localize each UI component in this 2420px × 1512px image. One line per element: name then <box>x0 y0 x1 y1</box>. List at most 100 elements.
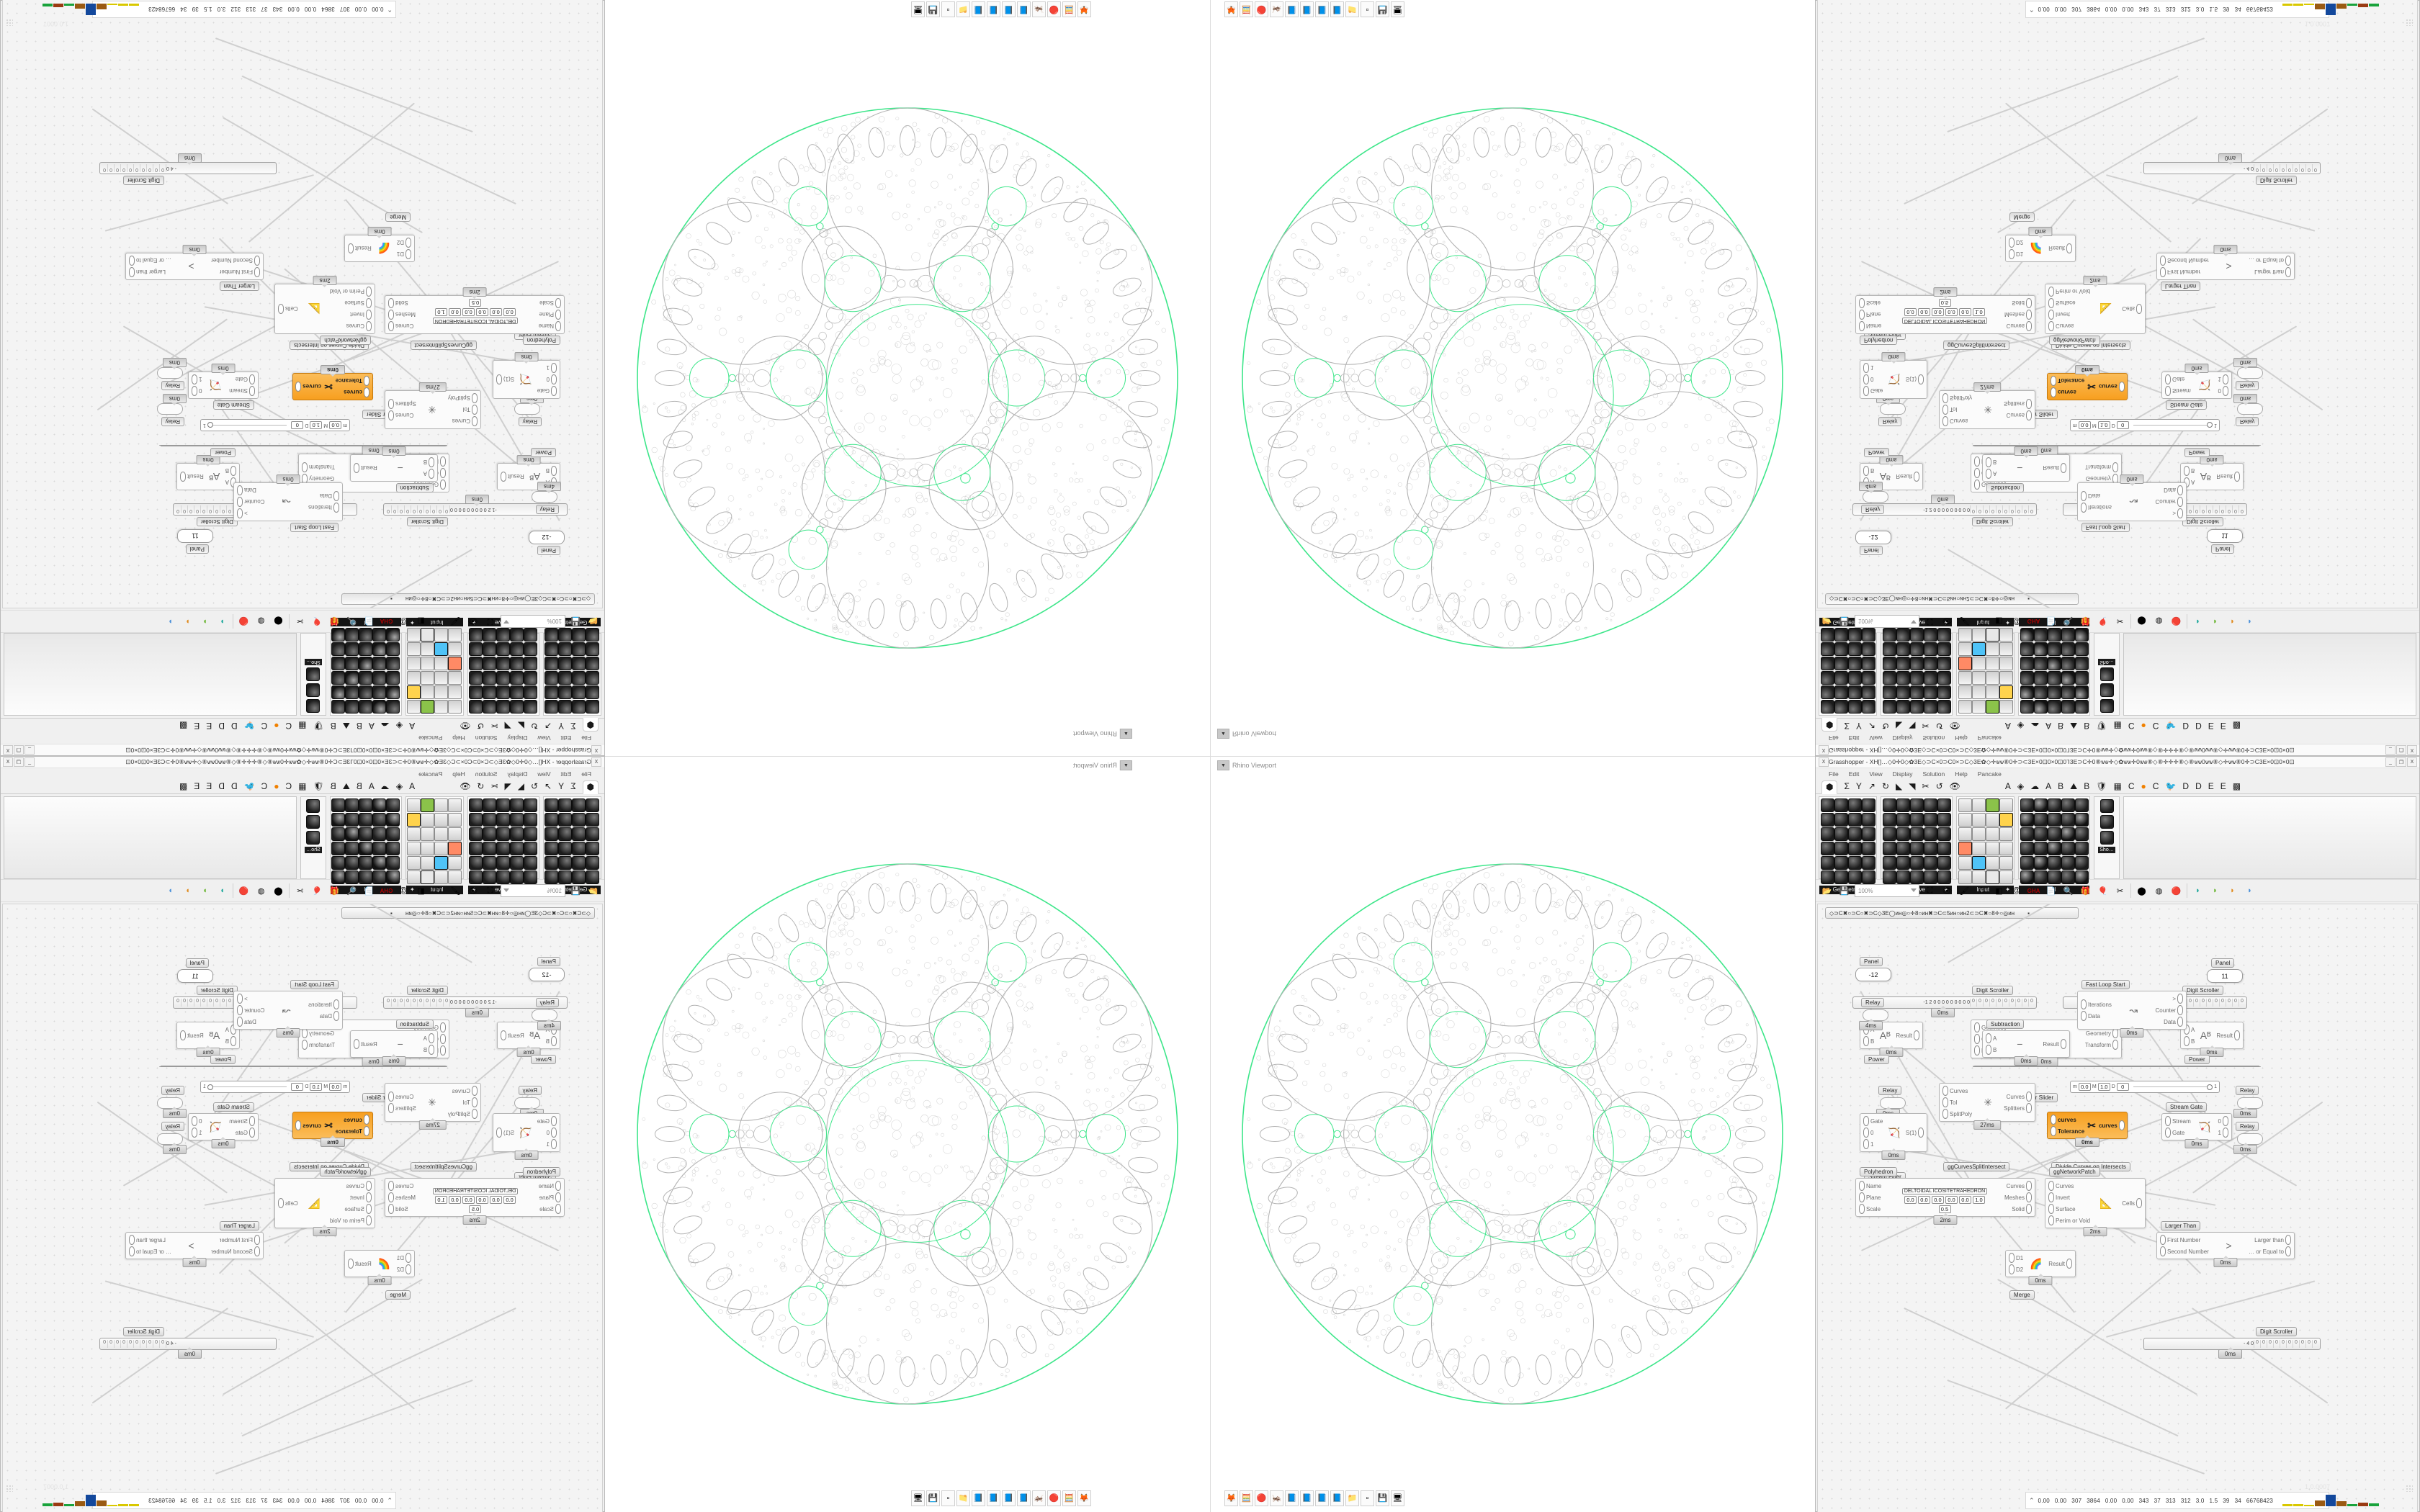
node-output-port[interactable]: Result <box>1896 1030 1919 1040</box>
ribbon-component-icon[interactable] <box>1883 827 1896 841</box>
tab-display-eye-icon[interactable]: 👁 <box>460 781 471 791</box>
toolbar-preview-blue-icon[interactable]: ◗ <box>2247 617 2252 626</box>
toolbar-gha-assembly-icon[interactable]: GHA <box>2027 618 2040 625</box>
node-name-tag[interactable]: Power <box>210 448 236 457</box>
ribbon-component-icon[interactable] <box>2020 685 2034 699</box>
panel-node[interactable]: -12 <box>1855 968 1891 981</box>
taskbar-folder-icon[interactable]: 📁 <box>1345 1 1359 17</box>
digit-cell[interactable]: 0 <box>2260 164 2267 172</box>
ribbon-component-icon[interactable] <box>2034 685 2048 699</box>
node-name-tag[interactable]: Panel <box>185 958 209 968</box>
toolbar-shade-grey-icon[interactable]: ◍ <box>2155 616 2163 626</box>
port-pin[interactable] <box>2025 399 2032 409</box>
node-output-port[interactable]: Splitters <box>2004 1103 2032 1113</box>
ribbon-component-icon[interactable] <box>2099 831 2114 845</box>
node-output-port[interactable]: Data <box>2164 1017 2183 1027</box>
node-name-tag[interactable]: Relay <box>1861 505 1885 514</box>
toolbar-balloon-icon[interactable]: 🎈 <box>2097 616 2108 626</box>
tab-mesh-icon[interactable]: ◥ <box>1909 721 1916 731</box>
ribbon-component-icon[interactable] <box>1958 628 1972 642</box>
port-pin[interactable] <box>1942 1109 1948 1119</box>
viewport-tab-bottom-left[interactable]: ▼ Rhino Viewport <box>1073 760 1132 770</box>
toolbar-preview-teal-icon[interactable]: ◗ <box>220 617 225 626</box>
node-input-port[interactable]: Perim or Void <box>2048 287 2090 297</box>
tab-transform-icon[interactable]: ↺ <box>477 721 485 731</box>
node-output-port[interactable]: … or Equal to <box>2249 256 2291 266</box>
node-divide-curves[interactable]: curves Tolerance ✂ curves 0ms <box>292 365 373 400</box>
node-input-port[interactable]: Second Number <box>2160 256 2209 266</box>
ribbon-component-icon[interactable] <box>345 685 359 699</box>
ribbon-component-icon[interactable] <box>1986 657 1999 670</box>
ribbon-component-icon[interactable] <box>359 628 372 642</box>
node-output-port[interactable]: Curves <box>388 1092 413 1102</box>
node-input-port[interactable]: Invert <box>2048 1192 2090 1202</box>
digit-cell[interactable]: 0 <box>207 999 214 1007</box>
digit-cell[interactable]: 0 <box>1996 505 2002 513</box>
node-output-port[interactable]: curves <box>2099 382 2125 392</box>
node-input-port[interactable]: D1 <box>2009 1253 2023 1263</box>
node-output-port[interactable]: Larger than <box>2254 1235 2291 1245</box>
ribbon-component-icon[interactable] <box>1910 657 1924 670</box>
ribbon-component-icon[interactable] <box>448 657 462 670</box>
ribbon-component-icon[interactable] <box>359 842 372 855</box>
port-pin[interactable] <box>388 1204 394 1214</box>
node-output-port[interactable]: Counter <box>237 497 264 507</box>
ribbon-component-icon[interactable] <box>345 628 359 642</box>
digit-cell[interactable]: 0 <box>201 505 207 513</box>
toolbar-document-icon[interactable]: 📄 <box>364 886 375 896</box>
ribbon-component-icon[interactable] <box>586 642 599 656</box>
ribbon-component-icon[interactable] <box>1896 700 1910 714</box>
node-input-port[interactable]: 0 <box>1863 1128 1883 1138</box>
toolbar-scissors-cross-icon[interactable]: ✂ <box>2116 886 2124 896</box>
ribbon-component-icon[interactable] <box>1848 856 1862 870</box>
ribbon-component-icon[interactable] <box>1896 671 1910 685</box>
node-input-port[interactable]: Name <box>1859 321 1881 331</box>
node-name-tag[interactable]: Merge <box>385 1290 411 1300</box>
ribbon-component-icon[interactable] <box>1821 813 1834 827</box>
node-input-port[interactable]: Tol <box>1942 1097 1972 1107</box>
tab-E[interactable]: E <box>206 721 212 731</box>
tab-A[interactable]: A <box>2004 781 2011 791</box>
port-pin[interactable] <box>388 298 394 308</box>
menu-item-solution[interactable]: Solution <box>1922 770 1945 778</box>
ribbon-component-icon[interactable] <box>1910 642 1924 656</box>
node-output-port[interactable]: Counter <box>2156 1005 2183 1015</box>
ribbon-component-icon[interactable] <box>372 671 386 685</box>
ribbon-component-icon[interactable] <box>2075 685 2089 699</box>
node-name-tag[interactable]: ggNetworkPatch <box>320 336 371 345</box>
panel-node[interactable]: 11 <box>2207 529 2243 543</box>
port-pin[interactable] <box>254 1246 260 1256</box>
tab-orange-dot-icon[interactable]: ● <box>274 721 279 731</box>
ribbon-component-icon[interactable] <box>434 700 448 714</box>
tab-orange-dot-icon[interactable]: ● <box>274 781 279 791</box>
port-pin[interactable] <box>2177 994 2183 1004</box>
digit-cell[interactable]: 0 <box>115 164 121 172</box>
ribbon-component-icon[interactable] <box>2061 798 2075 812</box>
port-pin[interactable] <box>2165 374 2171 384</box>
node-ggcurvessplitintersect[interactable]: Curves Tol SplitPoly ✳ Curves Splitters 27ms <box>1939 1083 2035 1130</box>
toolbar-search-magnifier-icon[interactable]: 🔍 <box>2063 886 2074 896</box>
tab-B[interactable]: B <box>2058 721 2064 731</box>
number-slider[interactable]: m 0.0 M 1.0 D 0 1 <box>200 419 350 431</box>
port-pin[interactable] <box>2026 1204 2032 1214</box>
ribbon-component-icon[interactable] <box>1834 700 1848 714</box>
toolbar-profiler-icon[interactable]: ⏱ <box>435 886 442 895</box>
tab-blocks-icon[interactable]: ▩ <box>179 781 188 791</box>
port-pin[interactable] <box>2026 298 2032 308</box>
digit-cell[interactable]: 0 <box>2028 999 2035 1007</box>
taskbar-terminal-icon[interactable]: 🖥 <box>1391 1490 1404 1506</box>
ribbon-component-icon[interactable] <box>359 813 372 827</box>
port-pin[interactable] <box>472 416 478 426</box>
taskbar-top-left[interactable]: 🦊 🧮 🔴 🦗 📘 📘 📘 📘 📁 ▫ 💾 🖥 <box>911 0 1091 19</box>
relay-node[interactable] <box>2237 1133 2263 1145</box>
ribbon-component-icon[interactable] <box>2020 657 2034 670</box>
port-pin[interactable] <box>333 491 339 501</box>
node-output-port[interactable]: Cells <box>2122 1198 2142 1208</box>
port-pin[interactable] <box>1918 1128 1924 1138</box>
ribbon-component-icon[interactable] <box>572 628 586 642</box>
ribbon-component-icon[interactable] <box>407 642 421 656</box>
digit-cell[interactable]: 0 <box>2219 999 2226 1007</box>
taskbar-bottom-left[interactable]: 🦊 🧮 🔴 🦗 📘 📘 📘 📘 📁 ▫ 💾 🖥 <box>911 1489 1091 1508</box>
panel-node[interactable]: 11 <box>177 969 213 983</box>
digit-cell[interactable]: 0 <box>2286 1340 2293 1348</box>
